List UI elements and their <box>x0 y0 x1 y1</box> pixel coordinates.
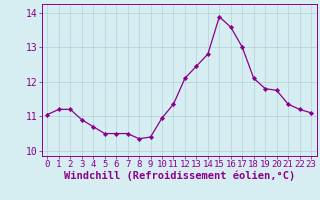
X-axis label: Windchill (Refroidissement éolien,°C): Windchill (Refroidissement éolien,°C) <box>64 171 295 181</box>
